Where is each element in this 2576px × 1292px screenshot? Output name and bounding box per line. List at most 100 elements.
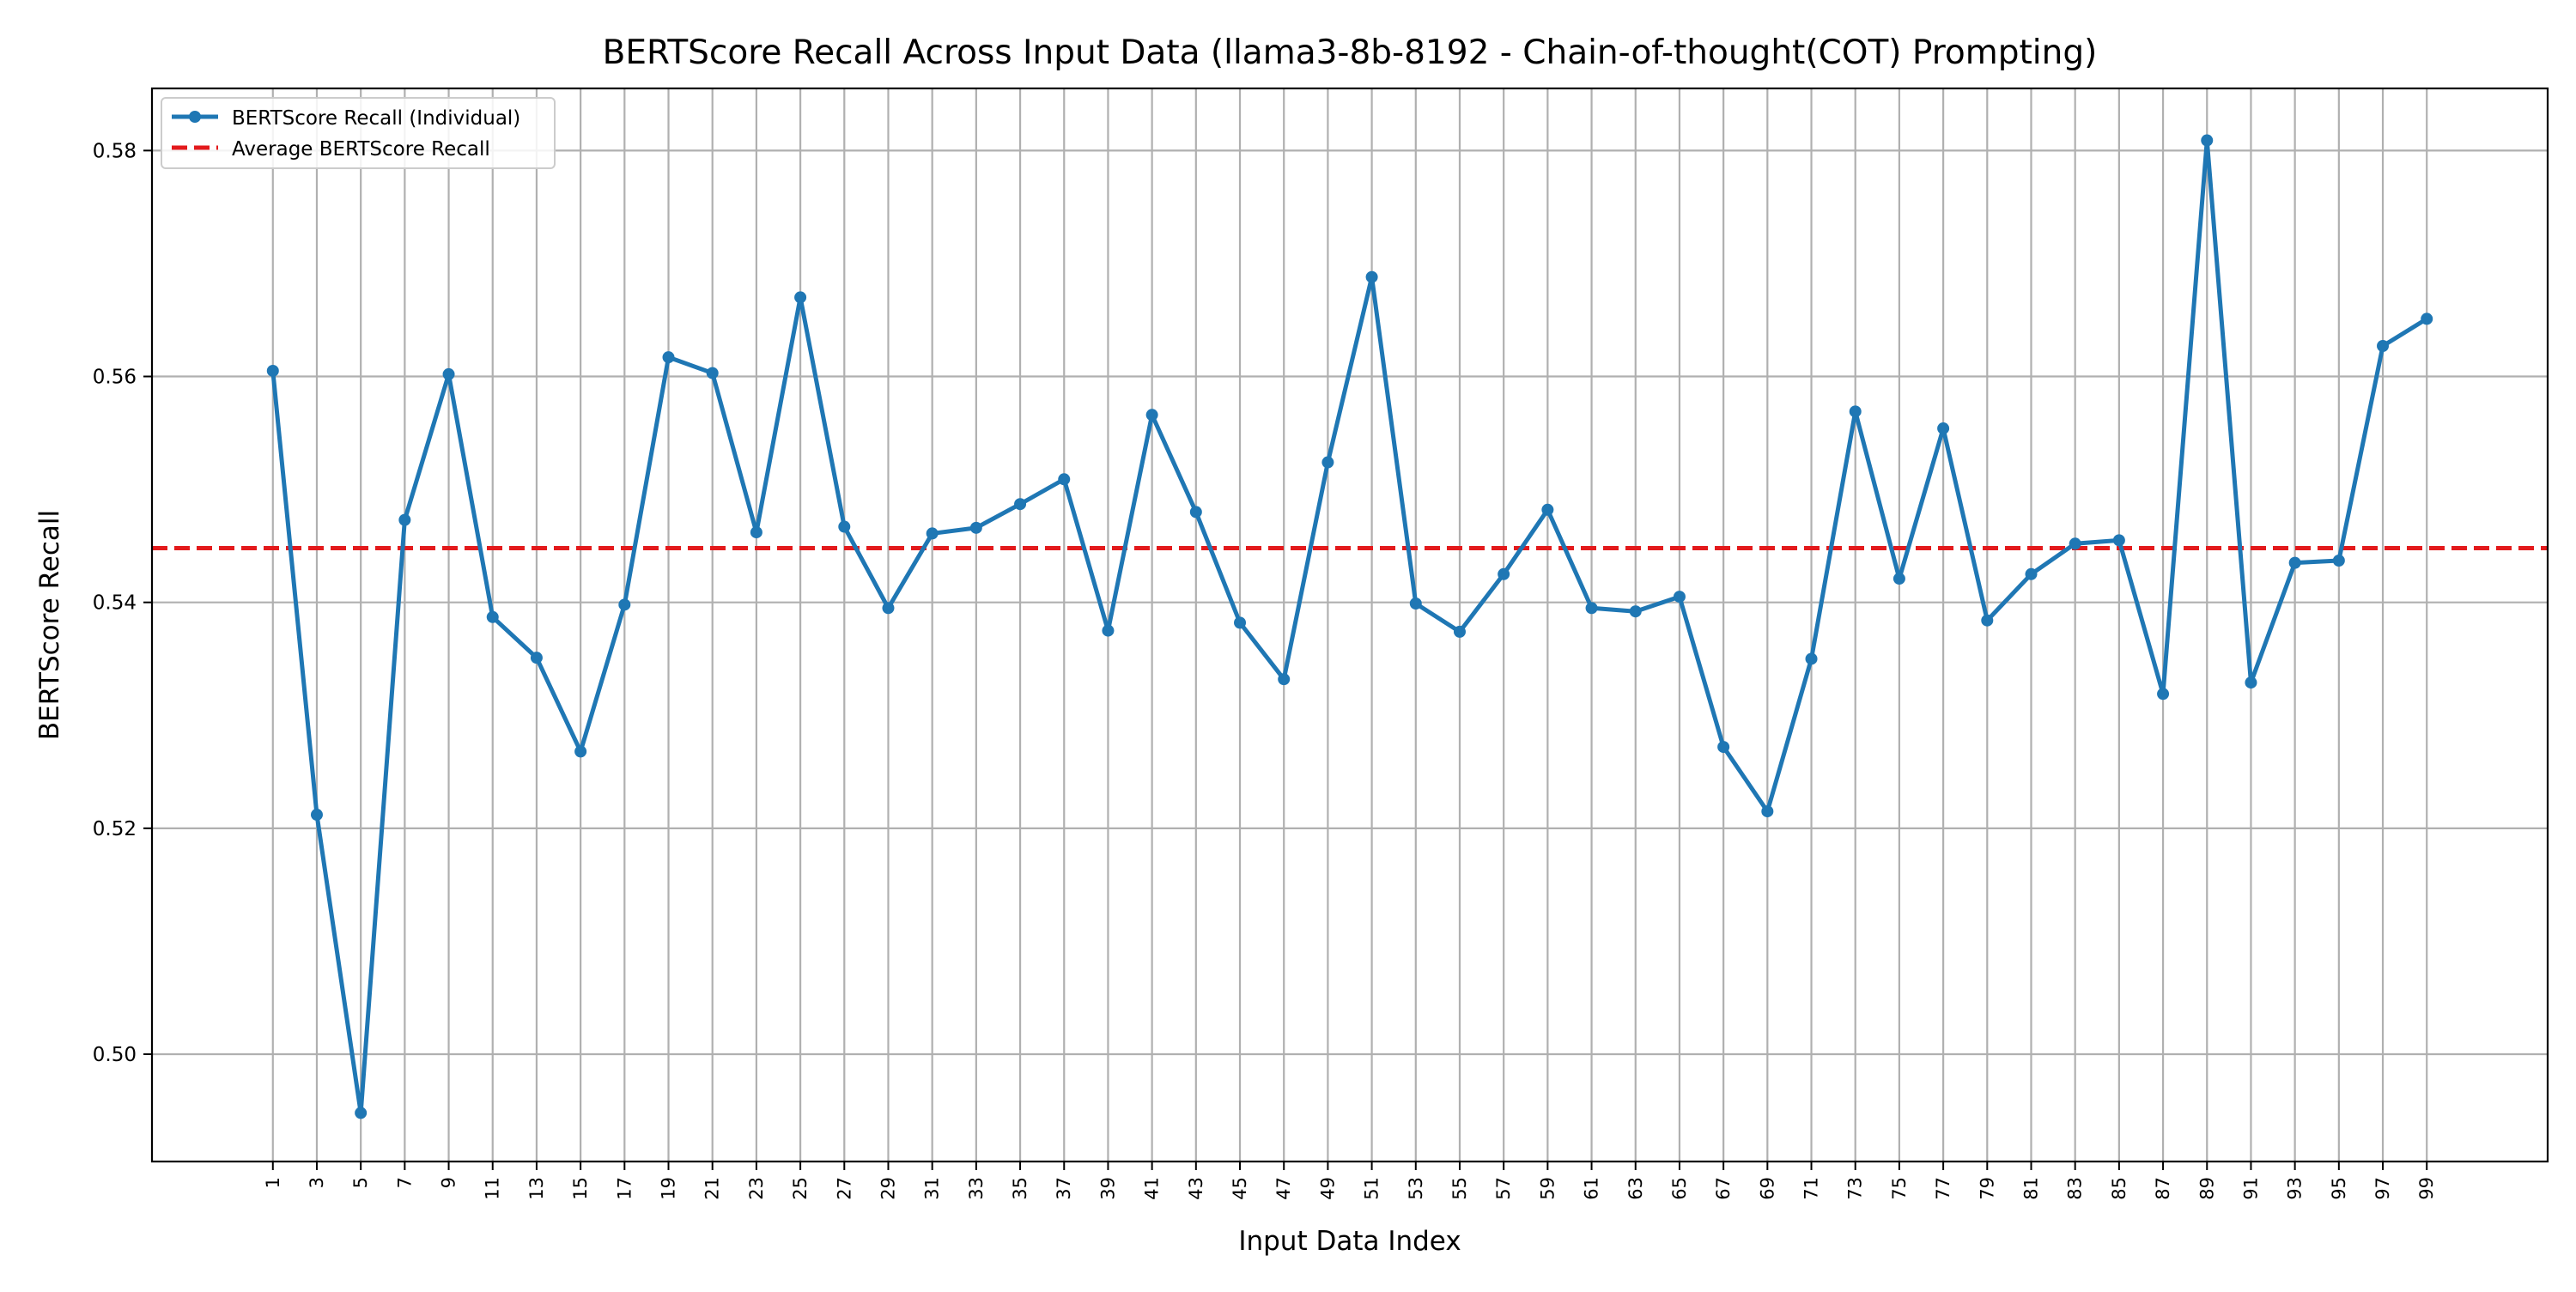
data-point (1145, 409, 1158, 422)
x-tick-label: 15 (570, 1177, 591, 1200)
data-point (1849, 405, 1862, 418)
y-tick-label: 0.56 (93, 367, 137, 389)
data-point (618, 598, 631, 611)
data-point (530, 652, 543, 664)
data-point (2025, 567, 2038, 580)
legend: BERTScore Recall (Individual) Average BE… (161, 97, 556, 169)
data-point (2245, 676, 2257, 689)
data-point (1541, 503, 1554, 516)
data-point (1189, 506, 1202, 519)
y-axis-label: BERTScore Recall (34, 510, 65, 740)
x-tick-label: 1 (263, 1177, 283, 1188)
data-point (266, 364, 279, 377)
data-point (1585, 602, 1598, 615)
x-tick-label: 63 (1625, 1177, 1646, 1200)
x-tick-label: 25 (790, 1177, 811, 1200)
x-tick-label: 97 (2372, 1177, 2393, 1200)
x-tick-label: 57 (1493, 1177, 1514, 1200)
data-point (1014, 498, 1027, 511)
data-point (1761, 805, 1774, 818)
x-tick-label: 21 (702, 1177, 723, 1200)
x-tick-label: 75 (1889, 1177, 1910, 1200)
x-tick-label: 73 (1845, 1177, 1866, 1200)
data-point (1058, 473, 1071, 486)
x-tick-label: 55 (1449, 1177, 1470, 1200)
data-point (882, 602, 895, 615)
legend-marker-individual (189, 111, 201, 123)
data-point (2332, 555, 2345, 567)
y-tick-label: 0.58 (93, 140, 137, 162)
data-point (1937, 422, 1950, 435)
x-tick-label: 95 (2329, 1177, 2349, 1200)
x-tick-label: 7 (394, 1177, 415, 1188)
data-point (1981, 614, 1994, 627)
x-tick-label: 47 (1273, 1177, 1294, 1200)
x-tick-label: 51 (1362, 1177, 1382, 1200)
x-tick-label: 61 (1582, 1177, 1602, 1200)
x-tick-label: 33 (966, 1177, 987, 1200)
legend-box (161, 97, 556, 169)
data-point (1102, 624, 1115, 637)
x-tick-label: 69 (1757, 1177, 1777, 1200)
x-tick-label: 27 (834, 1177, 854, 1200)
x-tick-label: 89 (2196, 1177, 2217, 1200)
data-point (574, 745, 587, 758)
x-tick-label: 45 (1230, 1177, 1250, 1200)
data-point (398, 513, 411, 526)
data-point (2157, 688, 2170, 701)
data-point (2288, 556, 2301, 569)
x-tick-label: 87 (2153, 1177, 2173, 1200)
x-tick-label: 49 (1317, 1177, 1338, 1200)
plot-area-frame (150, 87, 2549, 1163)
x-tick-label: 39 (1097, 1177, 1118, 1200)
x-tick-label: 13 (526, 1177, 547, 1200)
x-tick-label: 53 (1406, 1177, 1426, 1200)
data-point (442, 367, 455, 380)
x-tick-label: 59 (1537, 1177, 1558, 1200)
x-tick-label: 41 (1142, 1177, 1163, 1200)
y-tick-label: 0.52 (93, 818, 137, 840)
data-point (1717, 741, 1730, 754)
data-point (662, 351, 675, 364)
series-line-individual (270, 138, 2428, 1115)
y-tick-label: 0.50 (93, 1044, 137, 1066)
x-tick-label: 77 (1933, 1177, 1953, 1200)
data-point (1805, 652, 1818, 665)
data-point (310, 809, 323, 822)
x-tick-label: 31 (922, 1177, 943, 1200)
x-tick-label: 91 (2240, 1177, 2261, 1200)
data-point (2112, 534, 2125, 547)
data-point (1453, 625, 1466, 638)
x-tick-label: 35 (1010, 1177, 1030, 1200)
series-layer (266, 134, 2433, 1119)
chart-title: BERTScore Recall Across Input Data (llam… (603, 33, 2098, 72)
data-point (838, 520, 851, 533)
x-tick-label: 93 (2285, 1177, 2306, 1200)
x-tick-label: 23 (746, 1177, 767, 1200)
data-point (969, 521, 982, 534)
data-point (926, 527, 939, 540)
x-tick-label: 67 (1713, 1177, 1734, 1200)
x-tick-label: 79 (1977, 1177, 1997, 1200)
data-point (2377, 340, 2390, 352)
x-tick-label: 81 (2020, 1177, 2041, 1200)
data-point (486, 610, 499, 623)
data-point (1278, 673, 1291, 686)
x-tick-label: 43 (1186, 1177, 1206, 1200)
data-point (1893, 573, 1905, 585)
data-point (706, 367, 719, 379)
data-point (355, 1107, 368, 1119)
data-point (1498, 567, 1510, 580)
x-tick-label: 85 (2109, 1177, 2129, 1200)
x-tick-label: 29 (878, 1177, 898, 1200)
x-tick-label: 9 (439, 1177, 459, 1188)
x-tick-label: 37 (1054, 1177, 1074, 1200)
data-point (1365, 270, 1378, 283)
data-point (794, 291, 807, 304)
data-point (750, 526, 762, 539)
data-point (1673, 591, 1686, 604)
x-tick-label: 5 (350, 1177, 371, 1188)
